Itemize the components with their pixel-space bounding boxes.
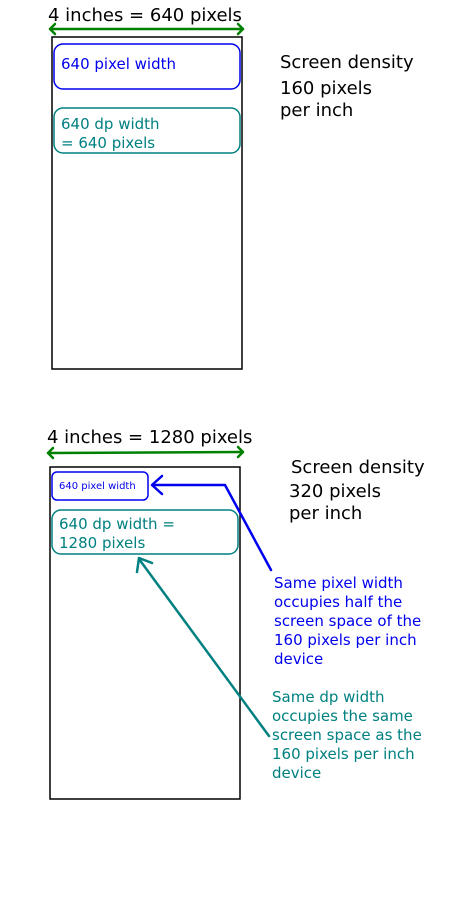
dp-note-arrow [135, 556, 271, 738]
pixel-note: Same pixel width occupies half the scree… [274, 574, 421, 668]
top-device-group: 4 inches = 640 pixels 640 pixel width 64… [48, 5, 414, 370]
bottom-pixel-width-box [51, 471, 149, 501]
top-dp-width-box [53, 107, 241, 154]
pixel-note-line: Same pixel width [274, 574, 403, 592]
top-width-arrow [48, 22, 245, 36]
pixel-note-line: device [274, 650, 323, 668]
bottom-density-line3: per inch [289, 503, 362, 524]
top-dp-width-label-line1: 640 dp width [61, 115, 160, 133]
dp-note-line: occupies the same [272, 707, 413, 725]
pixel-note-line: 160 pixels per inch [274, 631, 417, 649]
top-pixel-width-label: 640 pixel width [61, 55, 176, 73]
bottom-device-group: 4 inches = 1280 pixels 640 pixel width 6… [46, 427, 425, 800]
top-density-line3: per inch [280, 100, 353, 121]
top-dp-width-label-line2: = 640 pixels [61, 134, 155, 152]
pixel-note-line: screen space of the [274, 612, 421, 630]
bottom-dp-width-box [51, 509, 239, 555]
top-density-line2: 160 pixels [280, 78, 372, 99]
bottom-density-line2: 320 pixels [289, 481, 381, 502]
top-device-screen [51, 36, 243, 370]
pixel-note-arrow [150, 474, 273, 572]
bottom-width-arrow [46, 445, 245, 460]
top-pixel-width-box [53, 43, 241, 90]
dp-note-line: Same dp width [272, 688, 384, 706]
top-dimension-label: 4 inches = 640 pixels [48, 5, 242, 26]
dp-note-line: 160 pixels per inch [272, 745, 415, 763]
bottom-dp-width-label-line1: 640 dp width = [59, 515, 175, 533]
dp-note-line: screen space as the [272, 726, 422, 744]
bottom-pixel-width-label: 640 pixel width [59, 481, 136, 492]
dp-note: Same dp width occupies the same screen s… [272, 688, 422, 782]
bottom-density-line1: Screen density [291, 457, 425, 478]
dp-note-line: device [272, 764, 321, 782]
pixel-note-line: occupies half the [274, 593, 402, 611]
top-density-line1: Screen density [280, 52, 414, 73]
bottom-device-screen [49, 466, 241, 800]
bottom-dp-width-label-line2: 1280 pixels [59, 534, 145, 552]
bottom-dimension-label: 4 inches = 1280 pixels [47, 427, 252, 448]
